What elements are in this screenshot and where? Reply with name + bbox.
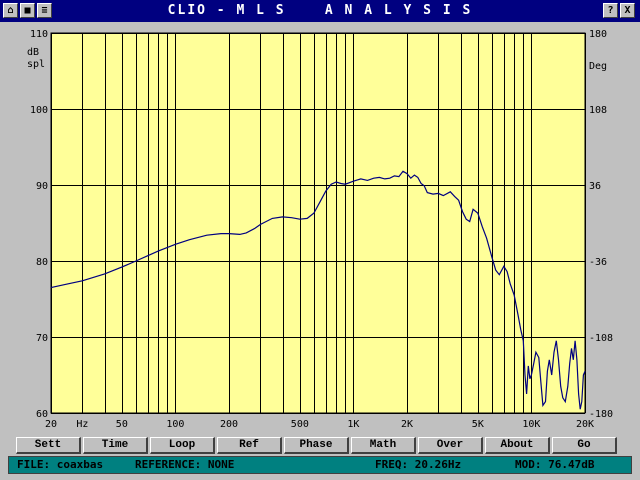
- help-button[interactable]: ?: [603, 3, 618, 18]
- status-freq: FREQ: 20.26Hz: [375, 458, 462, 471]
- toolbar: Sett Time Loop Ref Phase Math Over About…: [16, 437, 624, 454]
- time-button[interactable]: Time: [83, 437, 148, 454]
- go-button[interactable]: Go: [552, 437, 617, 454]
- y-right-tick-label-3: -36: [589, 257, 607, 268]
- title-bar: ⌂ ■ ≡ CLIO - M L S A N A L Y S I S ? X: [0, 0, 640, 22]
- x-tick-label-1: Hz: [76, 419, 88, 430]
- print-icon[interactable]: ≡: [37, 3, 52, 18]
- x-tick-label-3: 100: [166, 419, 184, 430]
- ref-button[interactable]: Ref: [217, 437, 282, 454]
- status-file: FILE: coaxbas: [17, 458, 104, 471]
- math-button[interactable]: Math: [351, 437, 416, 454]
- x-tick-label-5: 500: [291, 419, 309, 430]
- open-folder-icon[interactable]: ⌂: [3, 3, 18, 18]
- x-tick-label-4: 200: [220, 419, 238, 430]
- status-reference: REFERENCE: NONE: [135, 458, 235, 471]
- window-title: CLIO - M L S A N A L Y S I S: [167, 3, 473, 18]
- x-tick-label-8: 5K: [472, 419, 484, 430]
- x-tick-label-0: 20: [45, 419, 57, 430]
- y-right-tick-label-2: 36: [589, 181, 601, 192]
- y-unit-label-0: dB: [27, 47, 39, 58]
- y-tick-label-1: 100: [30, 105, 48, 116]
- y-right-tick-label-0: 180: [589, 29, 607, 40]
- plot-area: 110 100 90 80 70 60 180 108 36 -36 -108 -180 dB spl De…: [8, 24, 632, 434]
- x-tick-label-7: 2K: [401, 419, 413, 430]
- status-bar: FILE: coaxbas REFERENCE: NONE FREQ: 20.2…: [8, 456, 632, 474]
- x-tick-label-9: 10K: [522, 419, 540, 430]
- status-mod: MOD: 76.47dB: [515, 458, 595, 471]
- y-right-tick-label-5: -180: [589, 409, 613, 420]
- phase-button[interactable]: Phase: [284, 437, 349, 454]
- y-right-unit-label: Deg: [589, 61, 607, 72]
- close-button[interactable]: X: [620, 3, 635, 18]
- x-tick-label-2: 50: [116, 419, 128, 430]
- y-unit-label-1: spl: [27, 59, 45, 70]
- y-tick-label-0: 110: [30, 29, 48, 40]
- y-tick-label-3: 80: [36, 257, 48, 268]
- y-tick-label-5: 60: [36, 409, 48, 420]
- about-button[interactable]: About: [485, 437, 550, 454]
- sett-button[interactable]: Sett: [16, 437, 81, 454]
- x-tick-label-6: 1K: [347, 419, 359, 430]
- y-right-tick-label-4: -108: [589, 333, 613, 344]
- y-tick-label-4: 70: [36, 333, 48, 344]
- save-disk-icon[interactable]: ■: [20, 3, 35, 18]
- y-tick-label-2: 90: [36, 181, 48, 192]
- loop-button[interactable]: Loop: [150, 437, 215, 454]
- over-button[interactable]: Over: [418, 437, 483, 454]
- spl-trace-0: [50, 170, 586, 410]
- y-right-tick-label-1: 108: [589, 105, 607, 116]
- plot-background: [50, 32, 586, 414]
- x-tick-label-10: 20K: [576, 419, 594, 430]
